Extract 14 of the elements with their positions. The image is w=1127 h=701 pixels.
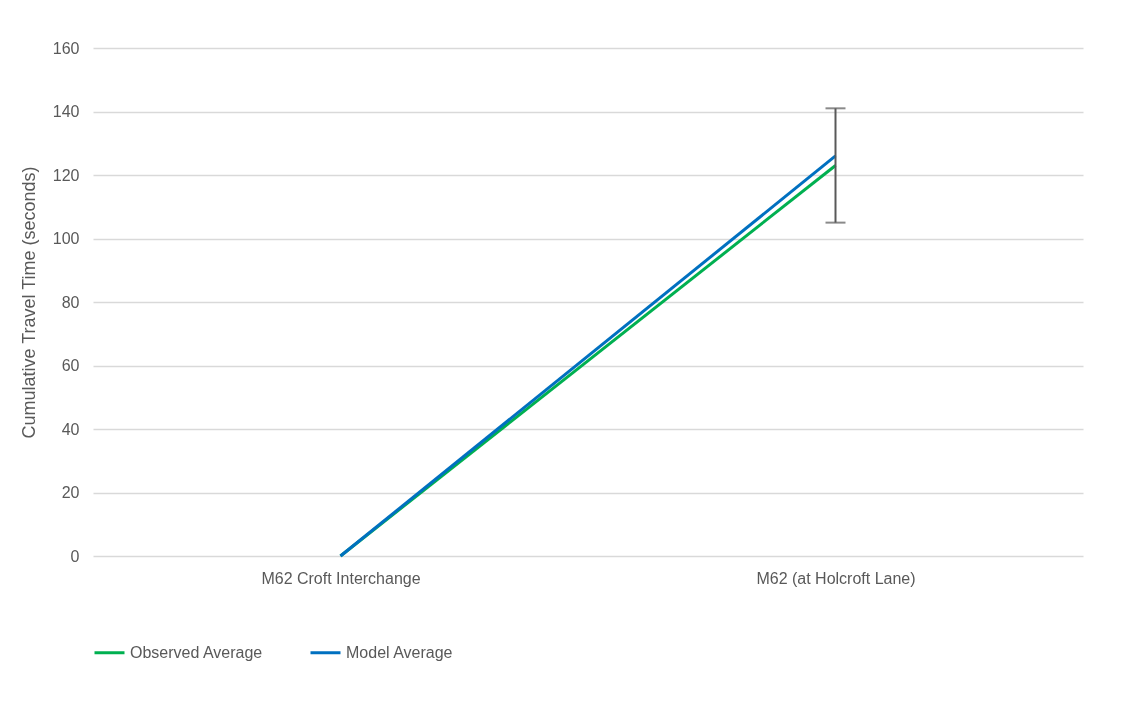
y-tick-label: 60 (61, 357, 80, 374)
y-tick-label: 0 (70, 547, 80, 565)
y-tick-label: 140 (52, 103, 80, 120)
y-tick-label: 120 (52, 166, 80, 184)
legend-label: Observed Average (130, 643, 263, 661)
x-tick-label: M62 Croft Interchange (261, 569, 421, 587)
x-tick-label: M62 (at Holcroft Lane) (756, 569, 916, 587)
y-axis-title: Cumulative Travel Time (seconds) (18, 166, 39, 439)
y-tick-label: 160 (52, 39, 80, 57)
y-tick-label: 20 (61, 484, 80, 501)
y-tick-label: 80 (61, 293, 80, 311)
y-tick-label: 40 (61, 420, 80, 438)
legend-label: Model Average (346, 643, 453, 661)
y-tick-label: 100 (52, 230, 80, 247)
